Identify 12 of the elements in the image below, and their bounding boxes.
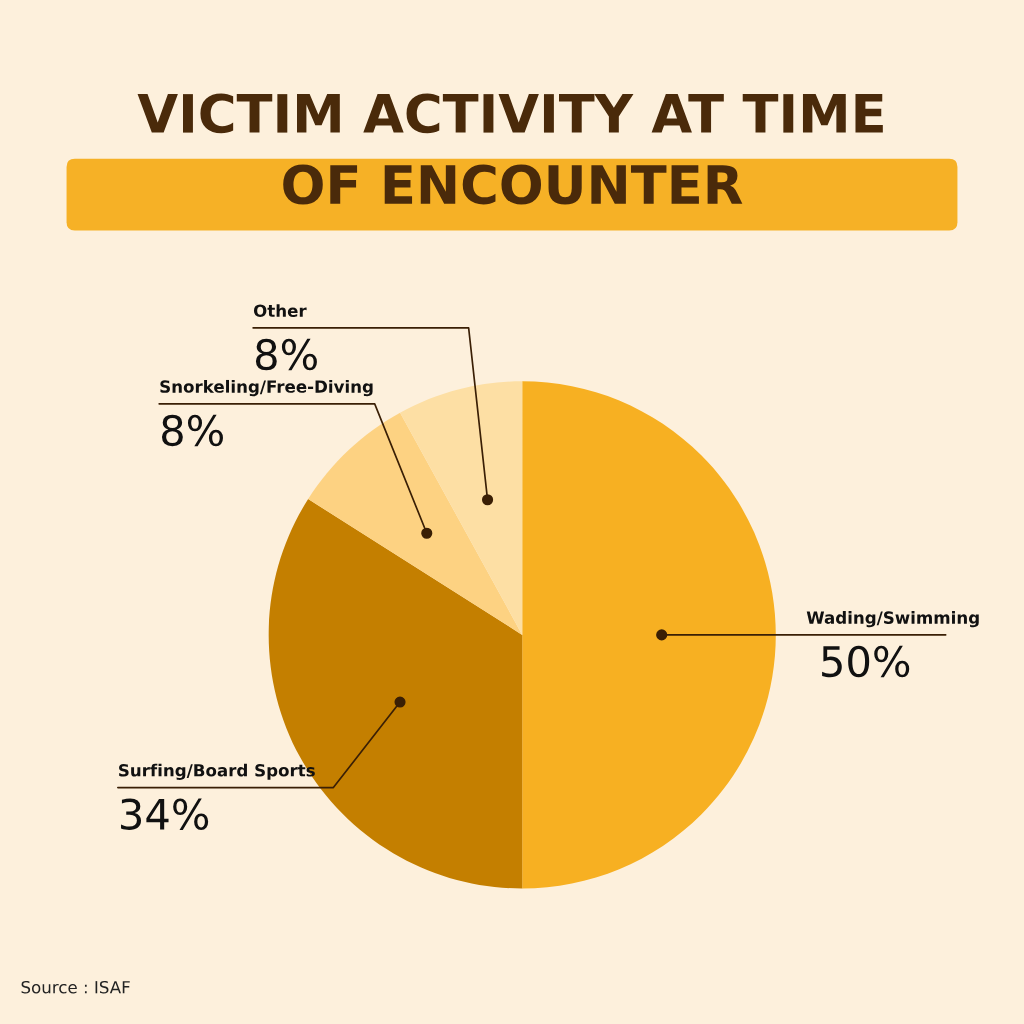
data-label: 34% — [121, 798, 209, 830]
data-label: 8% — [255, 338, 317, 371]
slice-label: Other — [253, 304, 307, 318]
slice-label: Wading/Swimming — [806, 611, 979, 628]
slice-label: Snorkeling/Free-Diving — [160, 379, 373, 397]
pie-slice — [400, 381, 523, 635]
pie-slice — [522, 381, 776, 889]
data-label: 50% — [822, 645, 910, 678]
pie-slice — [308, 412, 523, 635]
source-note: Source : ISAF — [21, 980, 130, 994]
chart-title: VICTIM ACTIVITY AT TIME OF ENCOUNTER — [137, 93, 883, 205]
data-label: 8% — [162, 414, 223, 447]
